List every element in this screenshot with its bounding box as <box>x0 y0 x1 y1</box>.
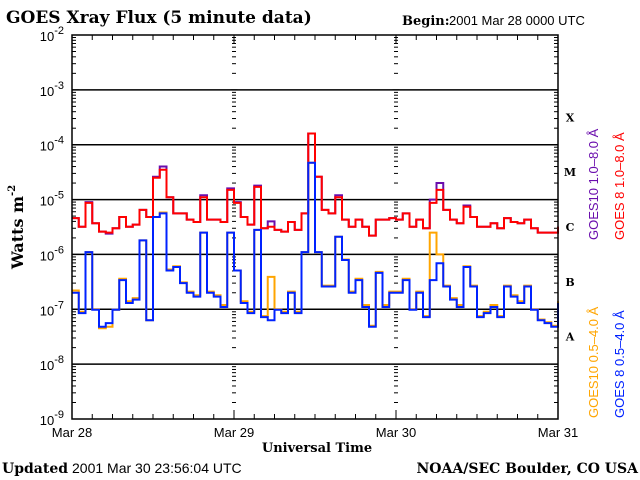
flare-class-C: C <box>566 221 575 234</box>
y-tick-label: 10-9 <box>40 409 64 428</box>
y-tick-label: 10-7 <box>40 299 64 318</box>
y-tick-label: 10-4 <box>40 135 64 154</box>
plot-frame <box>71 34 559 420</box>
chart-title: GOES Xray Flux (5 minute data) <box>6 8 312 28</box>
y-tick-label: 10-6 <box>40 244 64 263</box>
updated-value: 2001 Mar 30 23:56:04 UTC <box>72 460 242 476</box>
legend-goes8-long: GOES 8 1.0–8.0 Å <box>612 132 627 240</box>
updated-label: Updated <box>2 461 68 477</box>
x-axis-label: Universal Time <box>262 441 372 456</box>
flare-class-labels: X M C B A <box>564 111 576 343</box>
series-line-goes8-short <box>72 161 559 328</box>
flare-class-M: M <box>564 166 576 179</box>
y-tick-label: 10-3 <box>40 80 64 99</box>
credit-text: NOAA/SEC Boulder, CO USA <box>417 461 640 477</box>
x-tick-label: Mar 28 <box>52 425 92 440</box>
x-tick-label: Mar 29 <box>214 425 254 440</box>
legend-goes8-short: GOES 8 0.5–4.0 Å <box>612 310 627 418</box>
y-tick-label: 10-5 <box>40 190 64 209</box>
flare-class-X: X <box>566 111 575 124</box>
x-tick-label: Mar 31 <box>538 425 578 440</box>
begin-label: Begin: <box>402 14 450 29</box>
series-lines <box>72 132 559 330</box>
legend-goes10-long: GOES10 1.0–8.0 Å <box>586 128 601 240</box>
x-tick-labels: Mar 28 Mar 29 Mar 30 Mar 31 <box>52 425 578 440</box>
flare-class-A: A <box>565 331 575 344</box>
y-tick-labels: 10-2 10-3 10-4 10-5 10-6 10-7 10-8 10-9 <box>40 25 64 428</box>
begin-value: 2001 Mar 28 0000 UTC <box>449 13 585 28</box>
x-tick-label: Mar 30 <box>376 425 416 440</box>
y-tick-label: 10-2 <box>40 25 64 44</box>
flare-class-B: B <box>565 276 574 289</box>
y-axis-label: Watts m-2 <box>7 185 27 270</box>
legend-goes10-short: GOES10 0.5–4.0 Å <box>586 306 601 418</box>
y-tick-label: 10-8 <box>40 354 64 373</box>
